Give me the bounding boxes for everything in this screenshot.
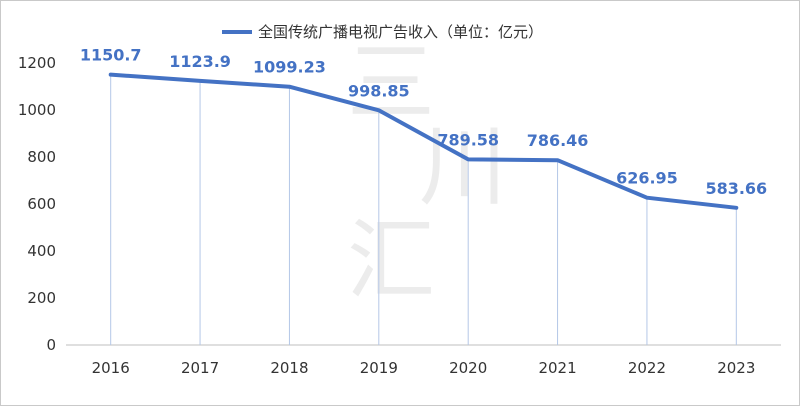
x-tick-label: 2022 <box>628 359 666 377</box>
watermark-char-3: 汇 <box>347 209 435 312</box>
data-label: 1099.23 <box>253 58 326 77</box>
y-tick-label: 200 <box>27 289 56 307</box>
x-tick-label: 2018 <box>270 359 308 377</box>
x-tick-label: 2023 <box>717 359 755 377</box>
x-tick-label: 2019 <box>360 359 398 377</box>
series-layer <box>108 72 739 210</box>
data-label: 789.58 <box>437 130 499 149</box>
watermark-char-2: 川 <box>419 115 507 218</box>
y-tick-label: 0 <box>46 336 56 354</box>
y-tick-label: 400 <box>27 242 56 260</box>
y-tick-label: 600 <box>27 195 56 213</box>
data-label: 1150.7 <box>80 46 142 65</box>
series-line <box>108 72 739 210</box>
drop-lines <box>110 74 737 345</box>
watermark: 三 川 汇 <box>347 31 507 312</box>
legend: 全国传统广播电视广告收入（单位：亿元） <box>222 23 543 41</box>
data-labels: 1150.7 1123.9 1099.23 998.85 789.58 786.46 626… <box>80 46 767 198</box>
axes: 0 200 400 600 800 1000 1200 2016 2017 2018 2019 202… <box>18 54 781 377</box>
data-label: 583.66 <box>705 179 767 198</box>
x-tick-label: 2020 <box>449 359 487 377</box>
data-label: 1123.9 <box>169 52 231 71</box>
x-tick-label: 2021 <box>538 359 576 377</box>
data-label: 786.46 <box>527 131 589 150</box>
y-tick-label: 1000 <box>18 101 56 119</box>
data-label: 998.85 <box>348 81 410 100</box>
y-tick-label: 1200 <box>18 54 56 72</box>
y-tick-label: 800 <box>27 148 56 166</box>
data-label: 626.95 <box>616 169 678 188</box>
x-tick-label: 2016 <box>92 359 130 377</box>
legend-label: 全国传统广播电视广告收入（单位：亿元） <box>258 23 543 41</box>
x-tick-label: 2017 <box>181 359 219 377</box>
